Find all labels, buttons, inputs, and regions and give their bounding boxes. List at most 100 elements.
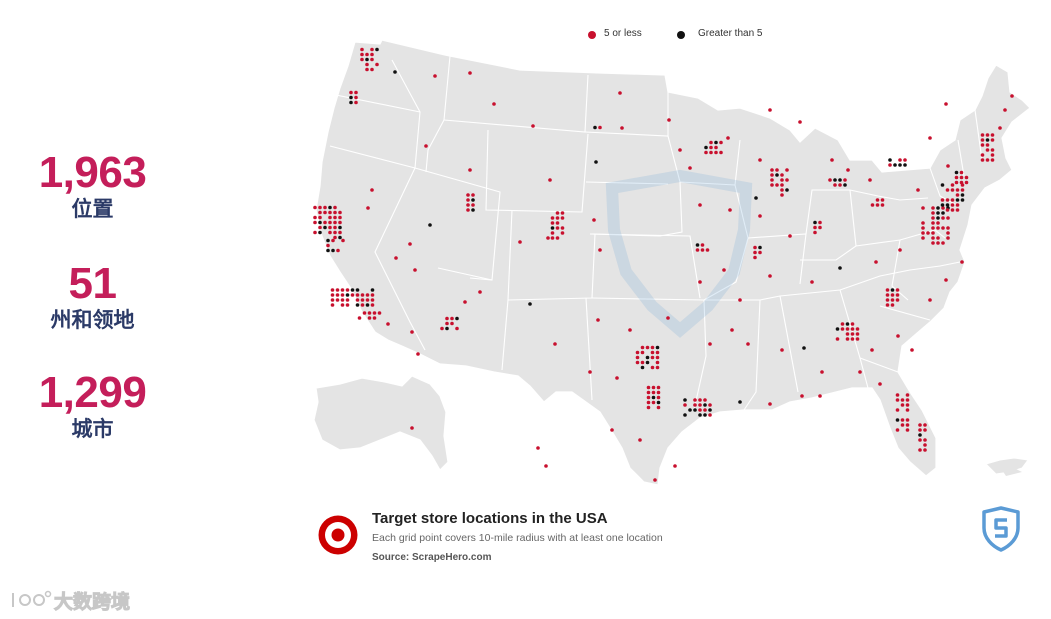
location-dot	[640, 360, 645, 365]
location-dot	[941, 241, 945, 245]
location-dot	[954, 170, 959, 175]
location-dot	[555, 221, 560, 225]
location-dot	[931, 221, 935, 225]
location-dot	[365, 52, 369, 57]
location-dot	[770, 178, 774, 182]
location-dot	[688, 166, 692, 170]
location-dot	[416, 352, 420, 356]
location-dot	[338, 220, 342, 225]
location-dot	[931, 231, 935, 235]
location-dot	[895, 398, 900, 402]
location-dot	[555, 211, 560, 215]
location-dot	[818, 394, 822, 398]
location-dot	[365, 67, 369, 72]
location-dot	[313, 230, 317, 235]
location-dot	[719, 140, 723, 145]
location-dot	[350, 293, 355, 297]
location-dot	[466, 203, 470, 207]
location-dot	[560, 211, 565, 215]
location-dot	[850, 337, 855, 341]
location-dot	[683, 413, 687, 417]
location-dot	[758, 245, 762, 250]
location-dot	[726, 136, 730, 140]
location-dot	[780, 193, 784, 197]
location-dot	[698, 403, 702, 407]
location-dot	[895, 393, 900, 397]
location-dot	[941, 206, 945, 210]
location-dot	[890, 303, 895, 307]
location-dot	[313, 215, 317, 220]
location-dot	[355, 303, 360, 307]
location-dot	[945, 203, 950, 207]
location-dot	[950, 203, 955, 207]
location-dot	[333, 210, 337, 215]
location-dot	[645, 355, 650, 360]
location-dot	[885, 303, 890, 307]
location-dot	[698, 203, 702, 207]
location-dot	[998, 126, 1002, 130]
location-dot	[645, 345, 650, 350]
location-dot	[840, 327, 845, 331]
location-dot	[722, 268, 726, 272]
location-dot	[688, 408, 692, 412]
location-dot	[936, 211, 940, 215]
location-dot	[333, 230, 337, 235]
location-dot	[450, 316, 454, 321]
location-dot	[905, 393, 910, 397]
location-dot	[945, 188, 950, 192]
location-dot	[555, 226, 560, 230]
location-dot	[708, 413, 712, 417]
location-dot	[800, 394, 804, 398]
location-dot	[375, 47, 379, 52]
location-dot	[628, 328, 632, 332]
location-dot	[370, 67, 374, 72]
location-dot	[596, 318, 600, 322]
location-dot	[895, 418, 900, 422]
location-dot	[598, 125, 602, 130]
location-dot	[918, 423, 922, 427]
location-dot	[931, 226, 935, 230]
location-dot	[946, 236, 950, 240]
location-dot	[946, 226, 950, 230]
location-dot	[936, 221, 940, 225]
location-dot	[555, 236, 560, 240]
legend-dot-black-icon	[677, 31, 685, 39]
location-dot	[850, 327, 855, 331]
location-dot	[918, 438, 922, 442]
location-dot	[360, 47, 364, 52]
location-dot	[336, 248, 340, 253]
location-dot	[980, 133, 985, 137]
location-dot	[770, 183, 774, 187]
location-dot	[333, 220, 337, 225]
location-dot	[798, 120, 802, 124]
location-dot	[638, 438, 642, 442]
location-dot	[990, 148, 995, 152]
location-dot	[931, 206, 935, 210]
location-dot	[394, 256, 398, 260]
location-dot	[941, 211, 945, 215]
location-dot	[518, 240, 522, 244]
location-dot	[331, 248, 335, 253]
caption-subtitle: Each grid point covers 10-mile radius wi…	[372, 532, 663, 544]
location-dot	[985, 133, 990, 137]
location-dot	[708, 403, 712, 407]
location-dot	[945, 208, 950, 212]
location-dot	[370, 298, 375, 302]
location-dot	[640, 345, 645, 350]
location-dot	[785, 178, 789, 182]
location-dot	[328, 230, 332, 235]
location-dot	[360, 293, 365, 297]
location-dot	[788, 234, 792, 238]
location-dot	[450, 321, 454, 326]
location-dot	[693, 403, 697, 407]
location-dot	[345, 293, 350, 297]
location-dot	[813, 225, 817, 230]
location-dot	[550, 221, 555, 225]
location-dot	[651, 385, 656, 390]
location-dot	[440, 326, 444, 331]
location-dot	[428, 223, 432, 227]
location-dot	[845, 337, 850, 341]
location-dot	[900, 423, 905, 427]
location-dot	[985, 143, 990, 147]
stat-value: 1,963	[38, 148, 147, 197]
